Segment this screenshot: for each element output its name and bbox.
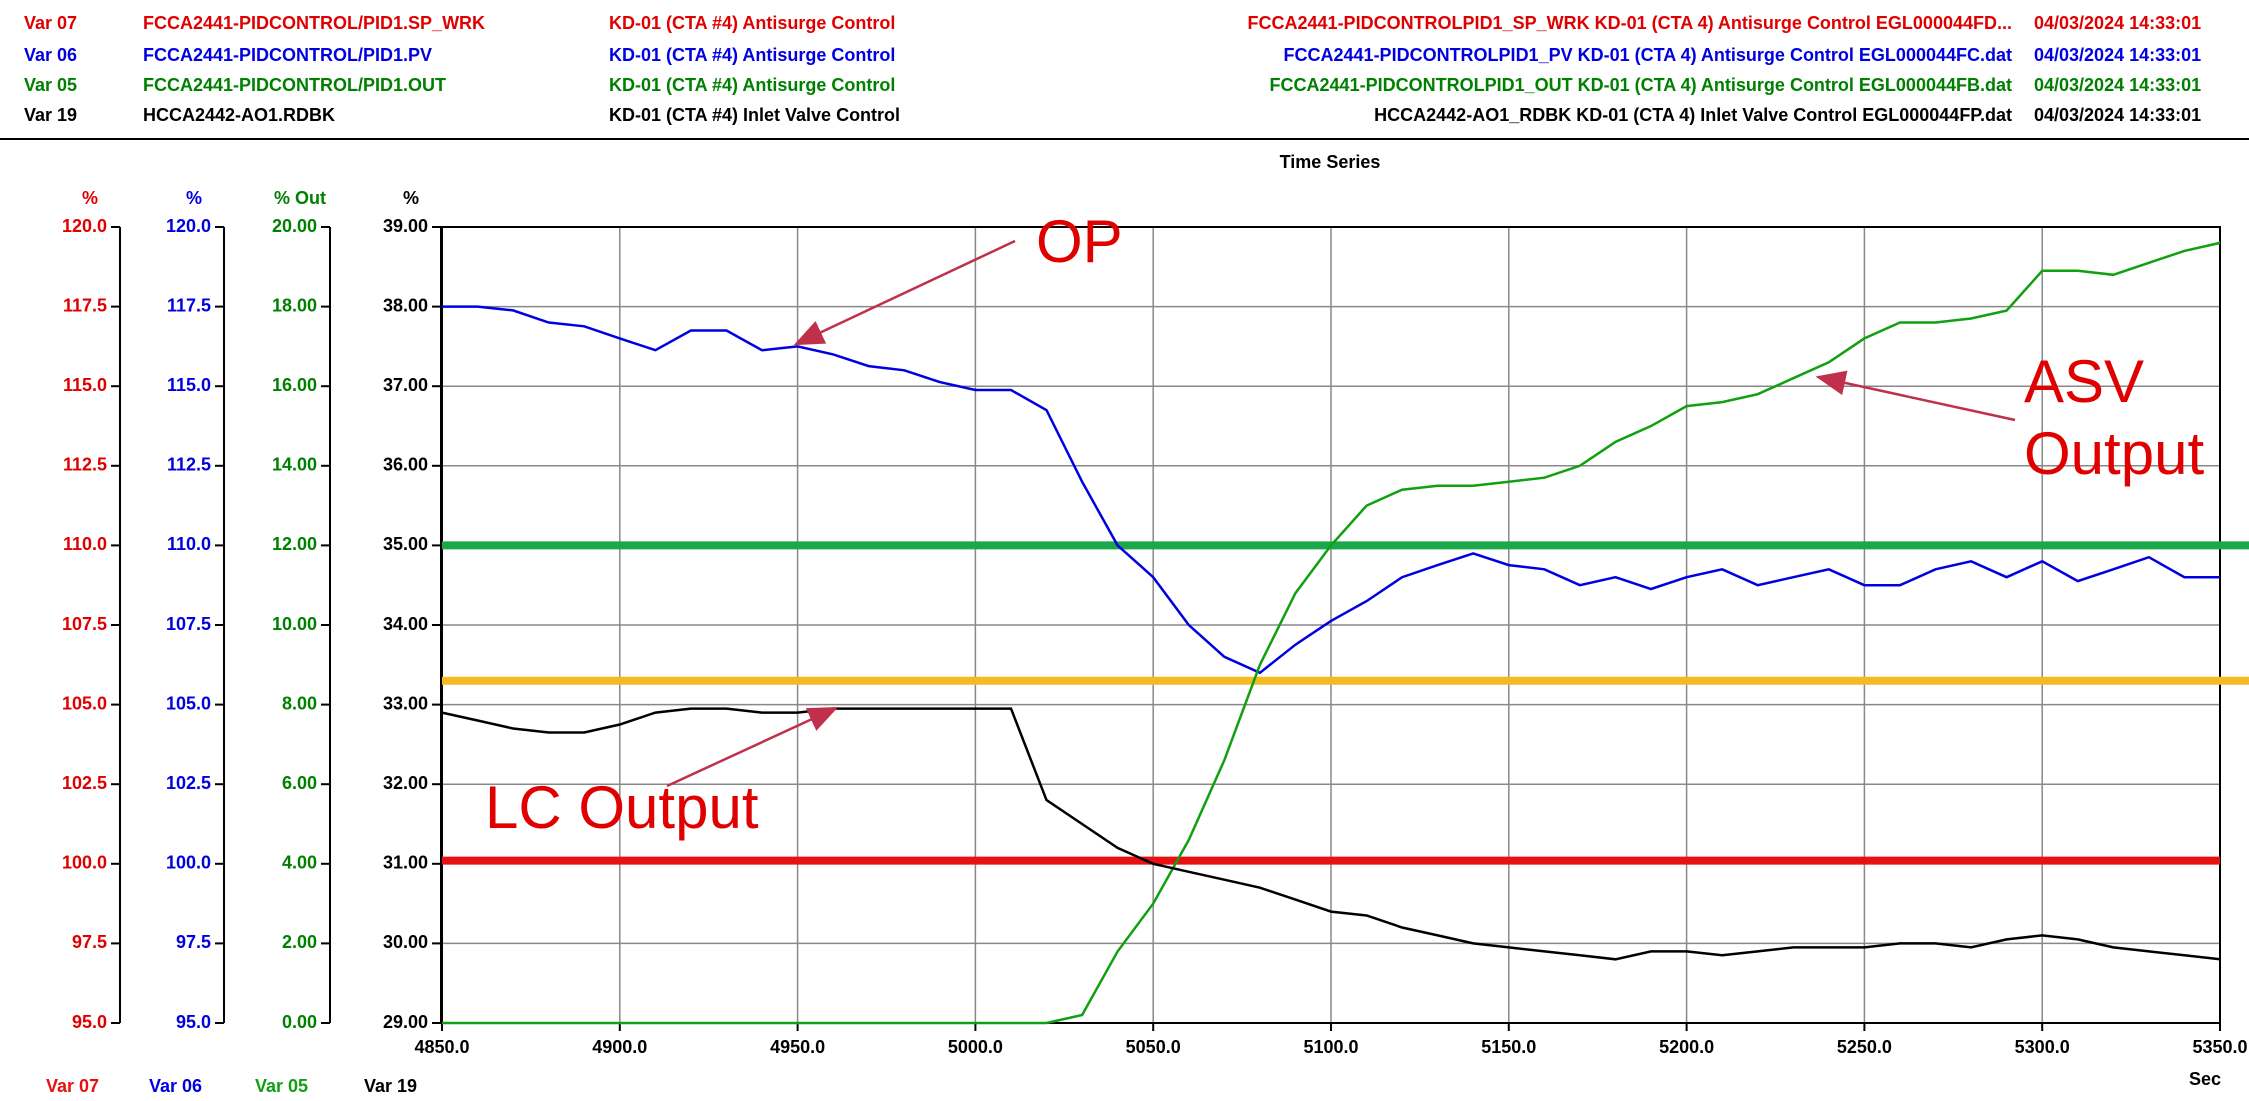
legend-cell: Var 07 <box>24 13 77 33</box>
y-tick-label: 102.5 <box>166 773 211 793</box>
y-tick-label: 30.00 <box>383 932 428 952</box>
y-tick-label: 100.0 <box>166 853 211 873</box>
y-tick-label: 110.0 <box>63 534 107 554</box>
x-axis-label: Sec <box>2189 1069 2221 1089</box>
x-tick-label: 5050.0 <box>1126 1037 1181 1057</box>
legend-entry: Var 19 <box>364 1076 417 1096</box>
y-tick-label: 32.00 <box>383 773 428 793</box>
y-tick-label: 2.00 <box>282 932 317 952</box>
chart-title: Time Series <box>1280 152 1381 172</box>
y-tick-label: 97.5 <box>176 932 211 952</box>
legend-cell: 04/03/2024 14:33:01 <box>2034 45 2201 65</box>
y-tick-label: 31.00 <box>383 853 428 873</box>
y-tick-label: 14.00 <box>272 455 317 475</box>
legend-cell: FCCA2441-PIDCONTROLPID1_OUT KD-01 (CTA 4… <box>1270 75 2012 95</box>
legend-cell: KD-01 (CTA #4) Inlet Valve Control <box>609 105 900 125</box>
annotation: ASV Output <box>2024 348 2205 487</box>
x-tick-label: 4950.0 <box>770 1037 825 1057</box>
y-tick-label: 112.5 <box>167 455 211 475</box>
y-tick-label: 36.00 <box>383 455 428 475</box>
series-line <box>442 241 2221 1025</box>
y-tick-label: 12.00 <box>272 534 317 554</box>
annotation: LC Output <box>485 774 759 841</box>
y-tick-label: 117.5 <box>63 295 107 315</box>
x-tick-label: 5350.0 <box>2192 1037 2247 1057</box>
y-tick-label: 38.00 <box>383 295 428 315</box>
y-tick-label: 20.00 <box>272 216 317 236</box>
legend-cell: 04/03/2024 14:33:01 <box>2034 75 2201 95</box>
legend-cell: KD-01 (CTA #4) Antisurge Control <box>609 75 895 95</box>
y-axis-label: % Out <box>274 188 326 208</box>
y-tick-label: 95.0 <box>72 1012 107 1032</box>
y-tick-label: 35.00 <box>383 534 428 554</box>
y-tick-label: 95.0 <box>176 1012 211 1032</box>
y-tick-label: 37.00 <box>383 375 428 395</box>
y-tick-label: 34.00 <box>383 614 428 634</box>
y-tick-label: 6.00 <box>282 773 317 793</box>
y-tick-label: 120.0 <box>166 216 211 236</box>
y-tick-label: 8.00 <box>282 693 317 713</box>
y-tick-label: 97.5 <box>72 932 107 952</box>
y-tick-label: 18.00 <box>272 295 317 315</box>
y-tick-label: 120.0 <box>62 216 107 236</box>
y-tick-label: 29.00 <box>383 1012 428 1032</box>
y-tick-label: 100.0 <box>62 853 107 873</box>
x-tick-label: 5000.0 <box>948 1037 1003 1057</box>
plot-frame <box>441 226 2221 1024</box>
y-axis-label: % <box>82 188 98 208</box>
y-tick-label: 107.5 <box>62 614 107 634</box>
y-tick-label: 16.00 <box>272 375 317 395</box>
legend-entry: Var 07 <box>46 1076 99 1096</box>
legend-cell: FCCA2441-PIDCONTROLPID1_PV KD-01 (CTA 4)… <box>1284 45 2012 65</box>
legend-cell: Var 19 <box>24 105 77 125</box>
y-tick-label: 105.0 <box>166 693 211 713</box>
legend-cell: HCCA2442-AO1.RDBK <box>143 105 335 125</box>
x-tick-label: 4850.0 <box>414 1037 469 1057</box>
legend-entry: Var 05 <box>255 1076 308 1096</box>
x-tick-label: 5300.0 <box>2015 1037 2070 1057</box>
legend-cell: FCCA2441-PIDCONTROLPID1_SP_WRK KD-01 (CT… <box>1248 13 2012 33</box>
legend-cell: KD-01 (CTA #4) Antisurge Control <box>609 13 895 33</box>
legend-cell: FCCA2441-PIDCONTROL/PID1.SP_WRK <box>143 13 485 33</box>
y-axis-label: % <box>186 188 202 208</box>
annotation: OP <box>1036 208 1123 275</box>
series-line <box>442 305 2220 675</box>
legend-cell: HCCA2442-AO1_RDBK KD-01 (CTA 4) Inlet Va… <box>1374 105 2012 125</box>
legend-cell: 04/03/2024 14:33:01 <box>2034 13 2201 33</box>
y-tick-label: 33.00 <box>383 693 428 713</box>
y-tick-label: 110.0 <box>167 534 211 554</box>
x-tick-label: 4900.0 <box>592 1037 647 1057</box>
y-tick-label: 117.5 <box>167 295 211 315</box>
y-tick-label: 115.0 <box>63 375 107 395</box>
legend-cell: Var 05 <box>24 75 77 95</box>
y-tick-label: 115.0 <box>167 375 211 395</box>
y-tick-label: 112.5 <box>63 455 107 475</box>
y-axis-label: % <box>403 188 419 208</box>
y-tick-label: 10.00 <box>272 614 317 634</box>
annotation-arrow <box>793 239 1016 346</box>
legend-cell: FCCA2441-PIDCONTROL/PID1.OUT <box>143 75 446 95</box>
y-tick-label: 0.00 <box>282 1012 317 1032</box>
y-tick-label: 102.5 <box>62 773 107 793</box>
legend-cell: FCCA2441-PIDCONTROL/PID1.PV <box>143 45 432 65</box>
legend-entry: Var 06 <box>149 1076 202 1096</box>
annotation-arrow <box>1815 370 2016 422</box>
x-tick-label: 5250.0 <box>1837 1037 1892 1057</box>
series-line <box>441 707 2221 961</box>
y-tick-label: 107.5 <box>166 614 211 634</box>
y-tick-label: 4.00 <box>282 853 317 873</box>
legend-cell: Var 06 <box>24 45 77 65</box>
x-tick-label: 5100.0 <box>1303 1037 1358 1057</box>
y-tick-label: 39.00 <box>383 216 428 236</box>
legend-cell: 04/03/2024 14:33:01 <box>2034 105 2201 125</box>
x-tick-label: 5200.0 <box>1659 1037 1714 1057</box>
y-tick-label: 105.0 <box>62 693 107 713</box>
annotation-arrow <box>666 706 839 788</box>
x-tick-label: 5150.0 <box>1481 1037 1536 1057</box>
legend-cell: KD-01 (CTA #4) Antisurge Control <box>609 45 895 65</box>
